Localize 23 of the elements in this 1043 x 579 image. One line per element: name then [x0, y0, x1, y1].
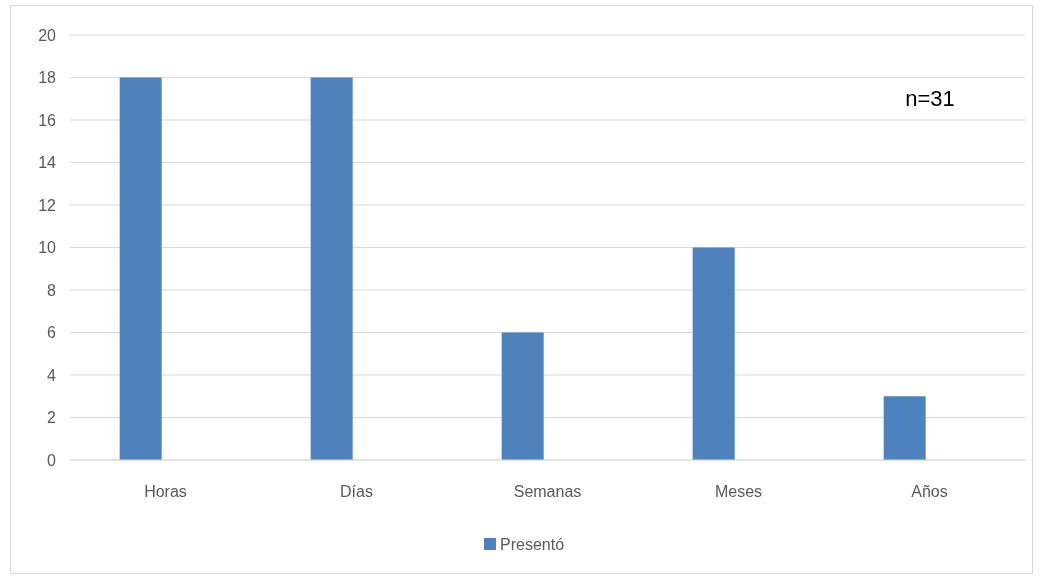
y-tick-label: 2 [47, 409, 57, 427]
y-tick-label: 0 [47, 451, 57, 469]
annotation: n=31 [905, 86, 955, 111]
x-tick-label: Semanas [513, 483, 582, 500]
x-tick-label: Meses [714, 483, 763, 500]
bar [119, 77, 162, 460]
y-tick-label: 8 [47, 281, 57, 299]
y-tick-label: 4 [47, 366, 57, 384]
y-tick-label: 6 [47, 324, 57, 342]
y-tick-label: 16 [38, 111, 57, 129]
legend-label: Presentó [500, 536, 565, 553]
y-tick-label: 18 [38, 69, 57, 87]
y-tick-label: 10 [38, 239, 57, 257]
bar [501, 332, 544, 460]
x-tick-label: Horas [144, 483, 187, 500]
y-tick-label: 12 [38, 196, 57, 214]
y-tick-label: 20 [38, 26, 57, 44]
y-tick-label: 14 [38, 154, 57, 172]
x-tick-label: Años [911, 483, 948, 500]
bar [692, 247, 735, 460]
x-tick-label: Días [340, 483, 373, 500]
bar [883, 396, 926, 460]
bar [310, 77, 353, 460]
